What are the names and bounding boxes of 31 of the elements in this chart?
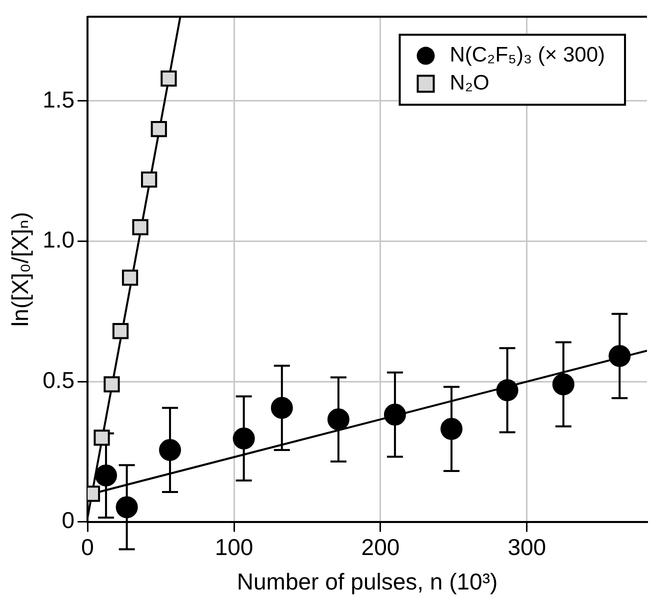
point bbox=[384, 404, 406, 426]
x-tick-label: 300 bbox=[508, 534, 546, 560]
point bbox=[104, 376, 120, 392]
point bbox=[132, 219, 148, 236]
point bbox=[95, 464, 118, 487]
x-tick-label: 100 bbox=[214, 534, 254, 560]
y-tick-label: 1.0 bbox=[42, 226, 75, 253]
legend-label: N₂O bbox=[450, 72, 490, 95]
point bbox=[150, 120, 167, 138]
point bbox=[116, 496, 138, 518]
y-tick-label: 0.5 bbox=[42, 366, 75, 393]
point bbox=[94, 430, 110, 446]
point bbox=[160, 70, 177, 87]
point bbox=[327, 408, 350, 430]
point bbox=[159, 438, 182, 461]
y-tick-label: 0 bbox=[62, 507, 75, 534]
point bbox=[552, 373, 574, 396]
point bbox=[608, 344, 631, 367]
point bbox=[141, 171, 158, 188]
y-axis-title: ln([X]₀/[X]ₙ) bbox=[7, 212, 34, 327]
x-tick-label: 200 bbox=[361, 534, 400, 560]
point bbox=[496, 379, 518, 402]
x-axis-title: Number of pulses, n (10³) bbox=[236, 568, 498, 595]
point bbox=[112, 322, 129, 340]
x-tick-label: 0 bbox=[81, 534, 94, 560]
point bbox=[232, 427, 255, 450]
point bbox=[440, 418, 462, 440]
y-tick-label: 1.5 bbox=[42, 86, 75, 112]
legend-label: N(C₂F₅)₃ (× 300) bbox=[450, 44, 605, 67]
point bbox=[122, 270, 138, 286]
point bbox=[270, 396, 293, 419]
